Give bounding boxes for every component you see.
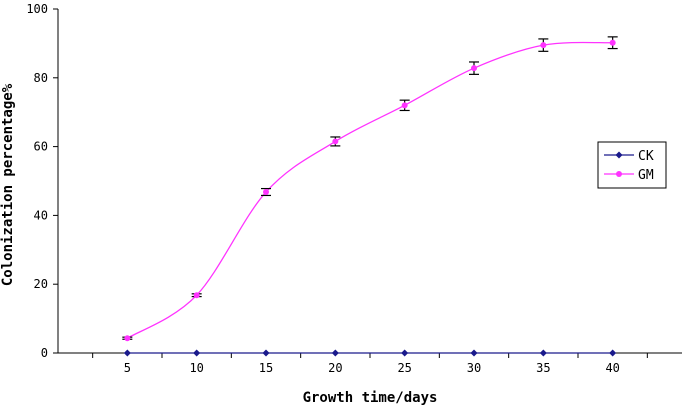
y-tick-label: 20 [34,277,48,291]
data-point-ck [123,349,131,357]
y-tick-label: 60 [34,140,48,154]
y-tick-label: 0 [41,346,48,360]
legend-label-gm: GM [638,168,654,183]
data-point-ck [401,349,409,357]
legend-box [597,141,667,189]
data-point-gm [471,65,477,72]
data-point-gm [332,138,339,145]
x-tick-label: 30 [467,361,481,375]
data-point-gm [401,102,408,109]
legend-marker-gm [616,171,622,177]
legend-marker-ck [615,151,623,159]
series-line-gm [126,41,613,339]
data-point-ck [609,349,617,357]
y-tick-label: 80 [34,71,48,85]
data-point-gm [263,189,269,196]
data-point-ck [193,349,201,357]
y-axis-label: Colonization percentage% [0,83,16,286]
x-axis-label: Growth time/days [303,390,438,406]
x-tick-label: 40 [605,361,619,375]
data-point-gm [609,39,616,46]
data-point-ck [470,349,478,357]
data-point-ck [331,349,339,357]
x-tick-label: 15 [259,361,273,375]
x-tick-label: 25 [397,361,411,375]
y-tick-label: 100 [26,2,48,16]
legend-label-ck: CK [638,149,654,164]
data-point-gm [124,335,131,342]
x-tick-label: 10 [189,361,203,375]
data-point-ck [262,349,270,357]
x-tick-label: 35 [536,361,550,375]
x-tick-label: 20 [328,361,342,375]
data-point-ck [539,349,547,357]
data-point-gm [193,292,200,299]
data-point-gm [540,42,547,49]
x-tick-label: 5 [124,361,131,375]
y-tick-label: 40 [34,208,48,222]
